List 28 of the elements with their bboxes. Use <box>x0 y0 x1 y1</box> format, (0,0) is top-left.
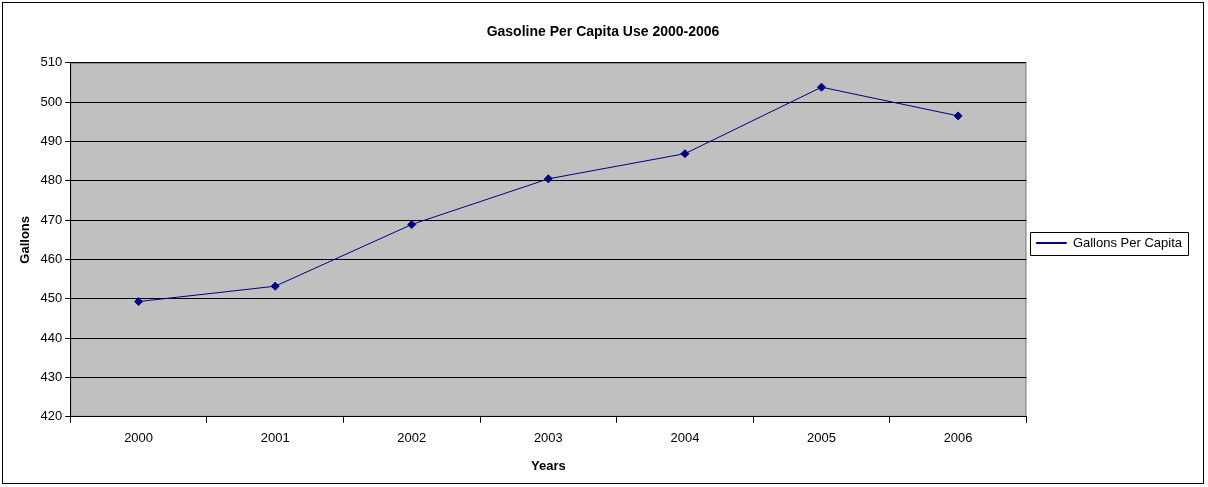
y-tick-label: 430 <box>40 369 63 385</box>
y-tick-label: 500 <box>40 93 63 109</box>
y-tick-label: 490 <box>40 133 63 149</box>
point <box>680 149 690 159</box>
point <box>407 219 417 229</box>
y-tick-label: 470 <box>40 211 63 227</box>
y-tick-label: 450 <box>40 290 63 306</box>
y-axis-title: Gallons <box>17 215 33 264</box>
y-tick-label: 440 <box>40 329 63 345</box>
x-axis-title: Years <box>530 457 566 473</box>
x-tick-label: 2001 <box>260 430 290 446</box>
y-tick-label: 510 <box>40 54 63 70</box>
y-tick-label: 480 <box>40 172 63 188</box>
point <box>817 82 827 92</box>
x-tick-label: 2004 <box>670 430 700 446</box>
y-tick-label: 420 <box>40 408 63 424</box>
x-tick-label: 2003 <box>533 430 563 446</box>
point <box>953 111 963 121</box>
x-tick-label: 2002 <box>397 430 427 446</box>
point <box>270 281 280 291</box>
point <box>134 297 144 307</box>
point <box>543 174 553 184</box>
x-tick-label: 2006 <box>943 430 973 446</box>
chart-title: Gasoline Per Capita Use 2000-2006 <box>486 23 720 40</box>
x-tick-label: 2000 <box>124 430 154 446</box>
legend-label: Gallons Per Capita <box>1072 234 1183 250</box>
x-tick-label: 2005 <box>807 430 836 446</box>
y-tick-label: 460 <box>40 251 63 267</box>
